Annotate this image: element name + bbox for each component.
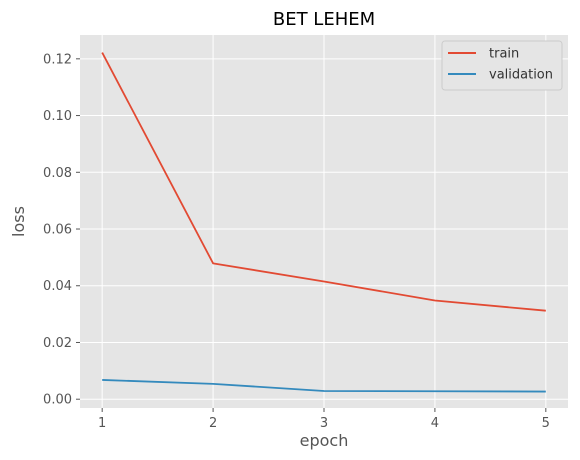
- legend-label-train: train: [489, 47, 519, 62]
- grid: [80, 35, 568, 408]
- legend-label-validation: validation: [489, 68, 553, 83]
- x-tick-label: 2: [209, 416, 217, 431]
- x-axis-ticks: 1 2 3 4 5: [98, 408, 550, 431]
- series-line-train: [101, 52, 546, 312]
- y-tick-label: 0.02: [43, 336, 72, 351]
- series-line-validation: [102, 379, 546, 393]
- x-tick-label: 3: [320, 416, 328, 431]
- y-axis-ticks: 0.00 0.02 0.04 0.06 0.08 0.10 0.12: [43, 52, 80, 408]
- x-axis-label: epoch: [300, 431, 349, 450]
- series-layer: [101, 52, 546, 393]
- y-tick-label: 0.06: [43, 223, 72, 238]
- x-tick-label: 4: [431, 416, 439, 431]
- y-axis-label: loss: [9, 206, 28, 237]
- y-tick-label: 0.08: [43, 166, 72, 181]
- y-tick-label: 0.00: [43, 393, 72, 408]
- y-tick-label: 0.10: [43, 109, 72, 124]
- legend: train validation: [441, 40, 563, 91]
- y-tick-label: 0.12: [43, 52, 72, 67]
- y-tick-label: 0.04: [43, 279, 72, 294]
- x-tick-label: 5: [542, 416, 550, 431]
- chart-title: BET LEHEM: [273, 9, 375, 30]
- x-tick-label: 1: [98, 416, 106, 431]
